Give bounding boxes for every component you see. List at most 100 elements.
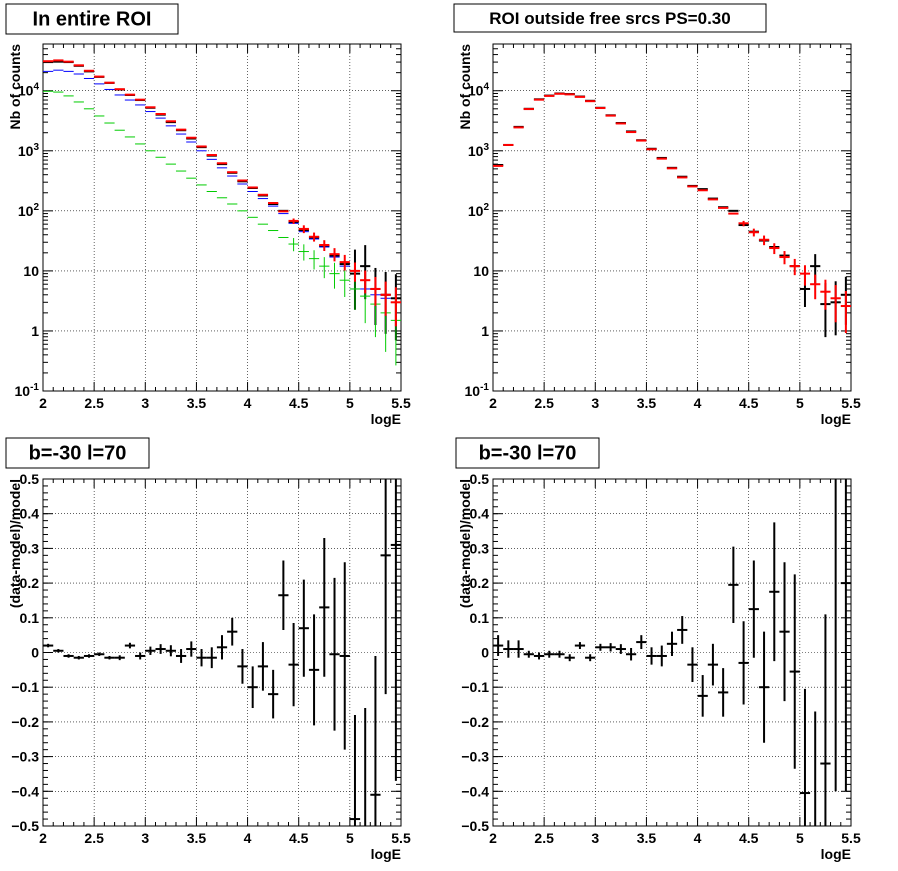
x-tick-label: 5: [346, 830, 354, 846]
y-tick-label: −0.2: [11, 714, 39, 730]
plot-frame: [492, 43, 852, 392]
y-axis-title: Nb of counts: [7, 44, 23, 130]
chart-panel-2: 2 2.5 3 3.5 4 4.5 5 5.5 10-1 1 10 102 103 104 logE Nb o…: [453, 3, 861, 427]
y-tick-label: 10-1: [15, 382, 40, 399]
x-tick-label: 3: [591, 830, 599, 846]
y-tick-label: 0.4: [20, 506, 40, 522]
series-1: [43, 479, 401, 826]
x-tick-label: 3.5: [637, 830, 657, 846]
y-tick-label: −0.5: [461, 818, 489, 834]
x-tick-label: 3: [141, 395, 149, 411]
y-tick-label: 103: [468, 142, 490, 159]
chart-title: b=-30 l=70: [29, 443, 127, 465]
x-tick-label: 4: [244, 830, 252, 846]
x-tick-label: 2.5: [534, 395, 554, 411]
chart-panel-3: 2 2.5 3 3.5 4 4.5 5 5.5 −0.5 −0.4 −0.3 −0.2 −0.1 0 0.1…: [5, 437, 411, 862]
y-tick-label: 10: [23, 263, 39, 279]
chart-panel-1: 2 2.5 3 3.5 4 4.5 5 5.5 10-1 1 10 102 103 104 logE Nb o…: [5, 3, 411, 427]
series-2: [43, 69, 401, 303]
y-tick-label: 0.3: [20, 540, 40, 556]
plot-frame: [42, 478, 402, 827]
title-box: [5, 3, 179, 35]
data-layer: [43, 59, 401, 366]
y-tick-label: 104: [468, 82, 490, 99]
y-tick-label: 0: [31, 645, 39, 661]
y-axis-title: Nb of counts: [457, 44, 473, 130]
x-tick-label: 4.5: [289, 830, 309, 846]
y-tick-label: 104: [18, 82, 40, 99]
x-tick-label: 2.5: [534, 830, 554, 846]
x-tick-label: 4: [244, 395, 252, 411]
y-tick-label: 1: [481, 323, 489, 339]
x-tick-label: 3.5: [187, 395, 207, 411]
x-tick-label: 2.5: [84, 830, 104, 846]
y-tick-label: −0.5: [11, 818, 39, 834]
chart-title: In entire ROI: [33, 9, 152, 31]
y-tick-label: 0.5: [470, 471, 490, 487]
y-tick-label: 10: [473, 263, 489, 279]
x-axis-title: logE: [821, 411, 851, 427]
x-tick-label: 2.5: [84, 395, 104, 411]
x-axis-title: logE: [371, 411, 401, 427]
y-tick-label: 0.5: [20, 471, 40, 487]
x-tick-label: 5: [796, 395, 804, 411]
y-tick-label: −0.1: [461, 679, 489, 695]
series-4: [43, 59, 401, 327]
data-layer: [43, 479, 401, 826]
y-tick-label: 103: [18, 142, 40, 159]
y-tick-label: −0.3: [461, 749, 489, 765]
plot-frame: [492, 478, 852, 827]
x-tick-label: 5: [796, 830, 804, 846]
x-tick-label: 3: [141, 830, 149, 846]
x-tick-label: 4.5: [739, 830, 759, 846]
data-layer: [493, 92, 851, 338]
y-tick-label: 0.1: [470, 610, 490, 626]
y-tick-label: 0.1: [20, 610, 40, 626]
title-box: [455, 437, 600, 469]
x-tick-label: 4: [694, 830, 702, 846]
title-box: [453, 3, 767, 33]
y-tick-label: −0.2: [461, 714, 489, 730]
y-tick-label: 0.2: [470, 575, 490, 591]
y-tick-label: 102: [468, 202, 490, 219]
x-tick-label: 4.5: [289, 395, 309, 411]
series-1: [43, 60, 401, 341]
x-tick-label: 3.5: [187, 830, 207, 846]
x-tick-label: 3.5: [637, 395, 657, 411]
series-2: [493, 92, 851, 334]
series-1: [493, 92, 851, 338]
y-tick-label: 102: [18, 202, 40, 219]
x-axis-title: logE: [821, 846, 851, 862]
x-tick-label: 4: [694, 395, 702, 411]
y-tick-label: 0.2: [20, 575, 40, 591]
x-tick-label: 5.5: [391, 830, 411, 846]
title-box: [5, 437, 150, 469]
x-tick-label: 2: [39, 830, 47, 846]
y-axis-title: (data-model)/model: [457, 479, 473, 608]
chart-title: ROI outside free srcs PS=0.30: [489, 9, 730, 28]
y-tick-label: 0: [481, 645, 489, 661]
y-tick-label: 1: [31, 323, 39, 339]
y-tick-label: 0.3: [470, 540, 490, 556]
x-tick-label: 5.5: [841, 395, 861, 411]
x-tick-label: 2: [489, 395, 497, 411]
data-layer: [493, 479, 851, 826]
x-axis-title: logE: [371, 846, 401, 862]
chart-title: b=-30 l=70: [479, 443, 577, 465]
y-tick-label: −0.1: [11, 679, 39, 695]
x-tick-label: 2: [39, 395, 47, 411]
y-tick-label: −0.4: [461, 783, 489, 799]
x-tick-label: 4.5: [739, 395, 759, 411]
plot-frame: [42, 43, 402, 392]
y-tick-label: −0.3: [11, 749, 39, 765]
series-3: [43, 90, 401, 366]
chart-panel-4: 2 2.5 3 3.5 4 4.5 5 5.5 −0.5 −0.4 −0.3 −0.2 −0.1 0 0.1…: [455, 437, 861, 862]
x-tick-label: 2: [489, 830, 497, 846]
x-tick-label: 5.5: [391, 395, 411, 411]
x-tick-label: 5.5: [841, 830, 861, 846]
y-axis-title: (data-model)/model: [7, 479, 23, 608]
series-1: [493, 479, 851, 826]
y-tick-label: 10-1: [465, 382, 490, 399]
y-tick-label: −0.4: [11, 783, 39, 799]
